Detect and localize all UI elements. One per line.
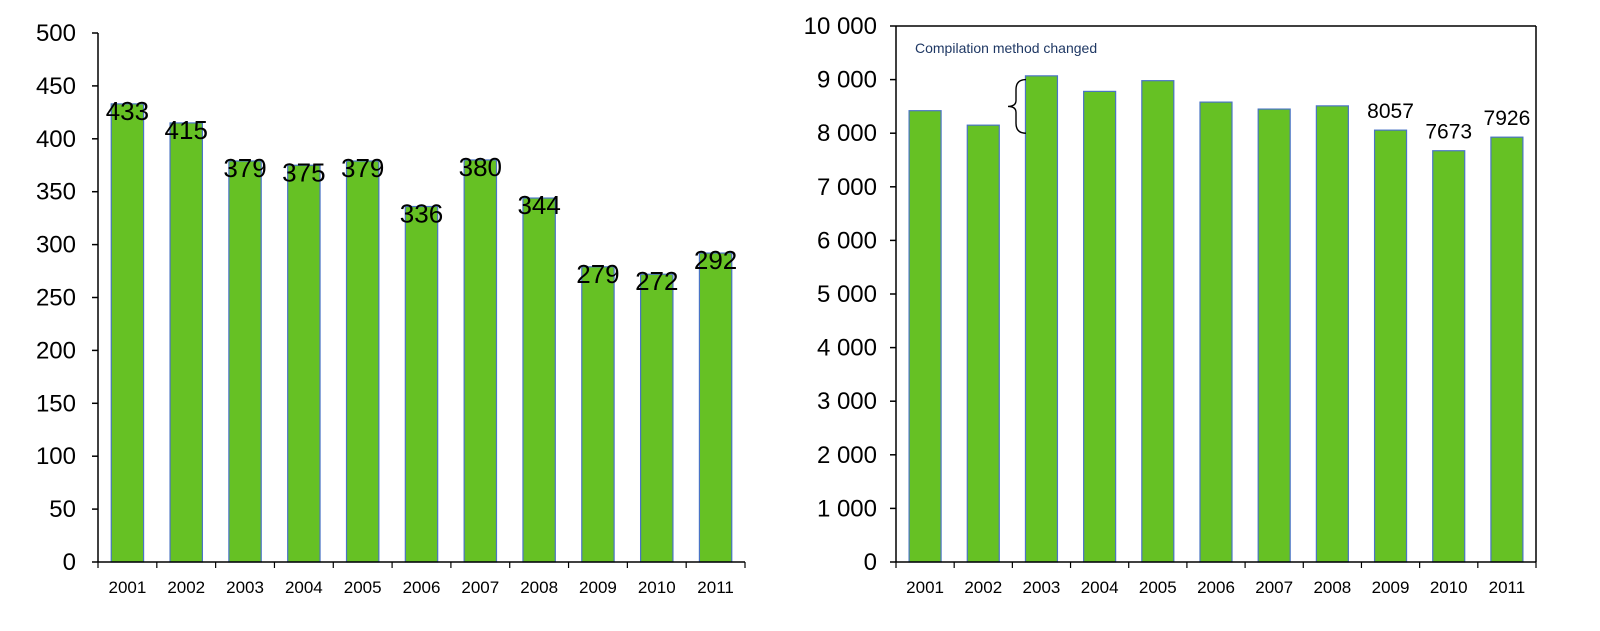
x-tick-label: 2003 <box>226 578 264 597</box>
bar <box>1199 101 1233 563</box>
bar <box>522 197 556 563</box>
bar <box>1257 108 1291 563</box>
data-label: 336 <box>400 199 443 229</box>
x-tick-label: 2011 <box>1489 578 1526 597</box>
data-label: 292 <box>694 245 737 275</box>
y-tick-label: 100 <box>36 443 76 470</box>
x-tick-label: 2006 <box>1197 578 1235 597</box>
x-tick-label: 2007 <box>1255 578 1293 597</box>
x-tick-label: 2007 <box>461 578 499 597</box>
y-tick-label: 0 <box>864 549 877 576</box>
data-label: 8057 <box>1367 100 1414 123</box>
bar <box>1024 75 1059 563</box>
bar <box>1373 129 1408 563</box>
data-label: 433 <box>106 96 149 126</box>
data-label: 279 <box>576 259 619 289</box>
bar <box>639 273 674 563</box>
data-label: 272 <box>635 266 678 296</box>
x-tick-label: 2011 <box>697 578 734 597</box>
data-label: 415 <box>165 115 208 145</box>
y-tick-label: 8 000 <box>817 120 877 147</box>
x-tick-label: 2004 <box>285 578 323 597</box>
data-label: 375 <box>282 157 325 187</box>
bar <box>287 164 321 563</box>
bar <box>581 266 615 563</box>
y-tick-label: 450 <box>36 73 76 100</box>
y-tick-label: 6 000 <box>817 227 877 254</box>
y-tick-label: 50 <box>49 496 76 523</box>
y-tick-label: 10 000 <box>804 13 877 40</box>
y-tick-label: 200 <box>36 337 76 364</box>
bar <box>1432 150 1466 563</box>
bar <box>698 252 733 563</box>
x-tick-label: 2001 <box>906 578 944 597</box>
y-tick-label: 250 <box>36 285 76 312</box>
x-tick-label: 2001 <box>108 578 146 597</box>
y-tick-label: 3 000 <box>817 388 877 415</box>
bar <box>110 103 145 563</box>
annotation-text: Compilation method changed <box>915 40 1097 56</box>
x-tick-label: 2004 <box>1081 578 1119 597</box>
y-tick-label: 400 <box>36 126 76 153</box>
bar <box>228 160 262 563</box>
x-tick-label: 2010 <box>638 578 676 597</box>
bar <box>404 205 439 563</box>
x-tick-label: 2002 <box>964 578 1002 597</box>
x-tick-label: 2002 <box>167 578 205 597</box>
y-tick-label: 300 <box>36 232 76 259</box>
x-tick-label: 2009 <box>579 578 617 597</box>
y-tick-label: 0 <box>63 549 76 576</box>
x-tick-label: 2003 <box>1023 578 1061 597</box>
data-label: 7926 <box>1484 107 1531 130</box>
x-tick-label: 2009 <box>1372 578 1410 597</box>
y-tick-label: 500 <box>36 20 76 47</box>
y-tick-label: 9 000 <box>817 67 877 94</box>
x-tick-label: 2006 <box>403 578 441 597</box>
y-tick-label: 350 <box>36 179 76 206</box>
x-tick-label: 2005 <box>344 578 382 597</box>
x-tick-label: 2005 <box>1139 578 1177 597</box>
y-tick-label: 4 000 <box>817 335 877 362</box>
data-label: 344 <box>517 190 560 220</box>
bar <box>463 159 498 563</box>
x-tick-label: 2008 <box>520 578 558 597</box>
y-tick-label: 150 <box>36 390 76 417</box>
left-bar-chart: 0 50 100 150 200 250 300 350 400 450 500 2001 2002 20… <box>36 20 746 597</box>
data-label: 379 <box>341 153 384 183</box>
bar <box>169 122 204 563</box>
data-label: 380 <box>459 152 502 182</box>
bar <box>1141 80 1175 563</box>
bar <box>345 160 380 563</box>
data-label: 379 <box>223 153 266 183</box>
data-label: 7673 <box>1425 121 1472 144</box>
x-tick-label: 2008 <box>1313 578 1351 597</box>
bar <box>966 124 1000 563</box>
bar <box>1490 136 1524 563</box>
bar <box>1083 90 1117 563</box>
bar <box>1315 105 1349 563</box>
brace-annotation <box>1007 78 1027 134</box>
y-tick-label: 7 000 <box>817 174 877 201</box>
y-tick-label: 1 000 <box>817 495 877 522</box>
right-bar-chart: 0 1 000 2 000 3 000 4 000 5 000 6 000 7 000 8 00… <box>804 13 1537 597</box>
y-tick-label: 5 000 <box>817 281 877 308</box>
bar <box>908 110 942 563</box>
y-tick-label: 2 000 <box>817 442 877 469</box>
x-tick-label: 2010 <box>1430 578 1468 597</box>
